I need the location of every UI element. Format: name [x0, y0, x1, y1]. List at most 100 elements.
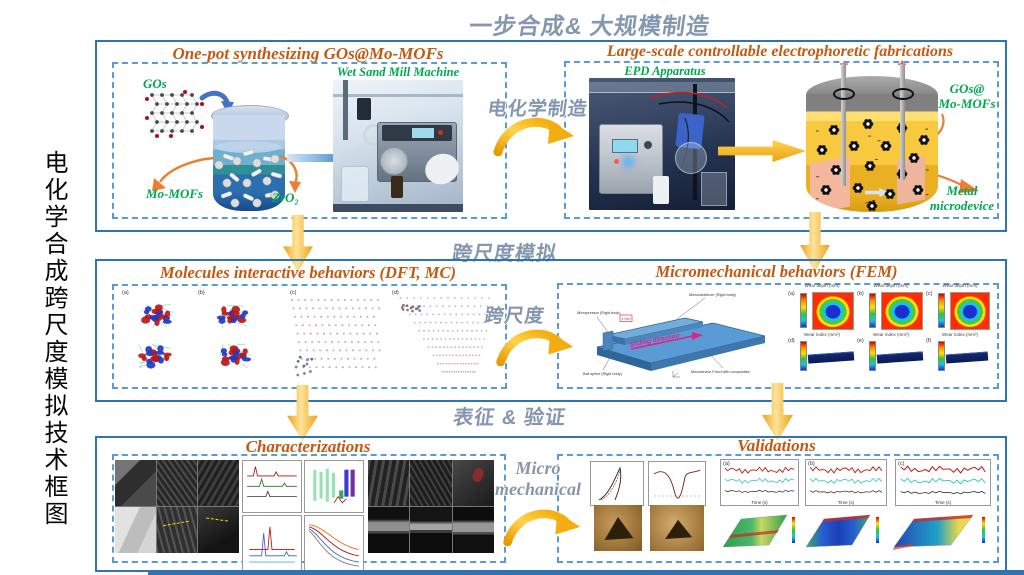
contour-title: Wear depth (mm)	[942, 283, 978, 288]
friction-plot-2: (b) Time (s)	[805, 459, 887, 506]
contour-title: Wear index (mm²)	[942, 332, 978, 337]
friction-plot-3: (c) Time (s)	[895, 459, 991, 506]
spectra-peaks-plot	[242, 514, 302, 572]
sem-image	[198, 460, 239, 506]
cross-section-image	[410, 507, 452, 553]
contour-title: Wear depth (mm)	[804, 283, 840, 288]
mill-screen	[412, 128, 434, 138]
glass-shelf	[589, 82, 735, 93]
dft-title: Molecules interactive behaviors (DFT, MC…	[160, 263, 456, 282]
mill-label: Wet Sand Mill Machine	[336, 65, 460, 79]
plot-tag: (c)	[898, 461, 905, 467]
sensor	[357, 98, 371, 120]
hole-right	[892, 88, 914, 100]
connector-micromechanical-line1: Micro	[515, 458, 561, 478]
spectra-bands-plot	[304, 460, 364, 513]
afm-indent-image-1	[594, 505, 642, 551]
metal-line: Metal	[946, 183, 978, 198]
wear-surface-map-1	[719, 509, 795, 554]
sem-image	[156, 460, 198, 506]
wear-contour-map	[812, 292, 854, 330]
dft-tag-c: (c)	[290, 290, 297, 296]
section-title-synthesis: 一步合成& 大规模制造	[467, 13, 713, 39]
fem-schematic: 1 mm Sliding direction Microcantilever (…	[577, 293, 766, 378]
gos-at-line: GOs@	[949, 81, 985, 96]
connector-micromechanical-line2: mechanical	[495, 479, 581, 499]
tem-image	[115, 507, 156, 553]
wear-contour-map	[881, 292, 923, 330]
fem-contour-col-1: Wear depth (mm) (a) Wear index (mm²) (d)	[788, 283, 856, 385]
contour-title: Wear index (mm²)	[873, 332, 909, 337]
gos-label: GOs	[143, 76, 167, 91]
fem-contour-col-2: Wear depth (mm) (b) Wear index (mm²) (e)	[857, 283, 925, 385]
wear-contour-map	[950, 292, 990, 330]
glass-beaker	[701, 172, 727, 206]
dft-box	[112, 284, 507, 389]
top-outer-box	[95, 40, 1007, 232]
indent-triangle	[665, 519, 693, 540]
wear-surface-map-3	[889, 509, 985, 554]
sem-image	[452, 460, 494, 506]
indent-triangle	[604, 516, 634, 540]
orange-curved-arrow-momofs	[152, 156, 215, 191]
pole	[343, 80, 348, 140]
contour-tag: (d)	[788, 338, 795, 344]
epd-apparatus-photo	[589, 78, 735, 210]
mill-cylinder	[380, 147, 408, 175]
psu-screen	[612, 139, 638, 153]
psu-led-blue	[626, 159, 631, 164]
epd-apparatus-label: EPD Apparatus	[624, 64, 706, 78]
colorbar	[792, 517, 795, 543]
tga-plot	[304, 514, 364, 572]
annotation-mark	[206, 517, 229, 522]
load-displacement-plot	[590, 461, 644, 506]
red-button	[438, 130, 443, 135]
cross-section-image	[368, 507, 410, 553]
wear-index-bar	[807, 351, 855, 364]
sem-image	[410, 460, 452, 506]
jug	[341, 166, 369, 202]
gold-arc-arrow-2	[496, 329, 574, 366]
bench	[333, 204, 463, 212]
cell-body	[806, 94, 938, 212]
wear-index-bar	[945, 351, 989, 364]
cantilever-label: Microcantilever (Rigid body)	[689, 293, 737, 297]
plot-tag: (b)	[808, 461, 815, 467]
colorbar	[800, 293, 807, 328]
sem-image	[115, 460, 156, 506]
gos-molecule-icon	[145, 90, 204, 138]
contour-tag: (a)	[788, 291, 795, 297]
slide-bottom-strip	[148, 570, 1024, 575]
contour-tag: (f)	[926, 338, 932, 344]
contour-tag: (c)	[926, 291, 933, 297]
sem-image	[198, 507, 239, 553]
sem-image	[368, 460, 410, 506]
afm-indent-image-2	[650, 505, 704, 551]
wear-surface-map-2	[802, 509, 879, 554]
epd-cell-illustration: − +	[806, 56, 938, 218]
colorbar	[876, 517, 879, 543]
gos-momofs-label: GOs@ Mo-MOFs	[936, 81, 998, 112]
sem-grid-b	[368, 460, 494, 553]
particle-flowers	[816, 119, 930, 211]
momofs-line: Mo-MOFs	[938, 95, 996, 111]
epd-box	[564, 61, 999, 219]
beaker-body	[213, 115, 285, 211]
onepot-title: One-pot synthesizing GOs@Mo-MOFs	[172, 44, 444, 63]
white-bottle	[653, 176, 669, 204]
colorbar	[869, 293, 876, 328]
mc-lattice-panel-2	[399, 297, 492, 373]
colorbar	[938, 341, 945, 371]
device-label: Microdevice Fixed with composites	[691, 370, 750, 374]
contour-title: Wear depth (mm)	[873, 283, 909, 288]
ball-label: Ball spline (Rigid body)	[583, 372, 623, 376]
microdevice-line: microdevice	[929, 197, 995, 213]
characterization-plots	[242, 460, 364, 572]
contour-title: Wear index (mm²)	[804, 332, 840, 337]
scale-label: 1 mm	[622, 317, 631, 321]
middle-outer-box	[95, 259, 1007, 402]
colorbar	[800, 341, 807, 371]
electrode-left	[841, 64, 846, 186]
dft-panel-2	[216, 305, 252, 369]
